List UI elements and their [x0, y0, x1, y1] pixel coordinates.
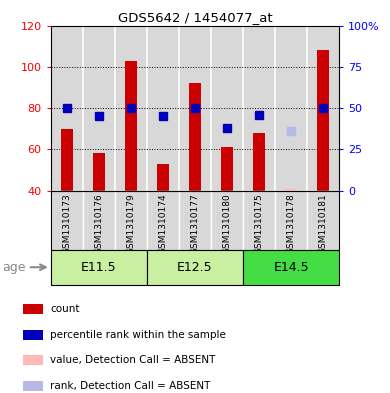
Bar: [285, 189, 297, 191]
Bar: [83, 191, 115, 250]
Bar: [115, 191, 147, 250]
Bar: [275, 26, 307, 191]
Text: GSM1310174: GSM1310174: [158, 193, 167, 254]
Text: GSM1310179: GSM1310179: [126, 193, 135, 254]
Text: count: count: [50, 304, 80, 314]
Bar: [147, 26, 179, 191]
Text: GSM1310175: GSM1310175: [255, 193, 264, 254]
Bar: [60, 129, 73, 191]
Text: percentile rank within the sample: percentile rank within the sample: [50, 330, 226, 340]
Bar: [115, 26, 147, 191]
Text: age: age: [2, 261, 25, 274]
Bar: [253, 133, 265, 191]
Text: GDS5642 / 1454077_at: GDS5642 / 1454077_at: [118, 11, 272, 24]
Text: GSM1310177: GSM1310177: [190, 193, 200, 254]
Bar: [51, 250, 147, 285]
Bar: [51, 26, 83, 191]
Bar: [317, 50, 330, 191]
Bar: [179, 26, 211, 191]
Text: GSM1310176: GSM1310176: [94, 193, 103, 254]
Text: E11.5: E11.5: [81, 261, 117, 274]
Bar: [211, 26, 243, 191]
Text: GSM1310180: GSM1310180: [223, 193, 232, 254]
Bar: [23, 304, 43, 314]
Bar: [189, 83, 201, 191]
Bar: [211, 191, 243, 250]
Text: GSM1310181: GSM1310181: [319, 193, 328, 254]
Bar: [157, 164, 169, 191]
Bar: [23, 355, 43, 365]
Bar: [307, 26, 339, 191]
Bar: [179, 191, 211, 250]
Bar: [93, 153, 105, 191]
Bar: [221, 147, 233, 191]
Text: rank, Detection Call = ABSENT: rank, Detection Call = ABSENT: [50, 381, 211, 391]
Bar: [125, 61, 137, 191]
Bar: [243, 26, 275, 191]
Text: GSM1310173: GSM1310173: [62, 193, 71, 254]
Bar: [243, 191, 275, 250]
Bar: [243, 250, 339, 285]
Bar: [147, 191, 179, 250]
Bar: [23, 330, 43, 340]
Bar: [51, 191, 83, 250]
Bar: [147, 250, 243, 285]
Text: E14.5: E14.5: [273, 261, 309, 274]
Bar: [275, 191, 307, 250]
Bar: [83, 26, 115, 191]
Text: GSM1310178: GSM1310178: [287, 193, 296, 254]
Bar: [23, 381, 43, 391]
Bar: [307, 191, 339, 250]
Text: value, Detection Call = ABSENT: value, Detection Call = ABSENT: [50, 355, 216, 365]
Text: E12.5: E12.5: [177, 261, 213, 274]
